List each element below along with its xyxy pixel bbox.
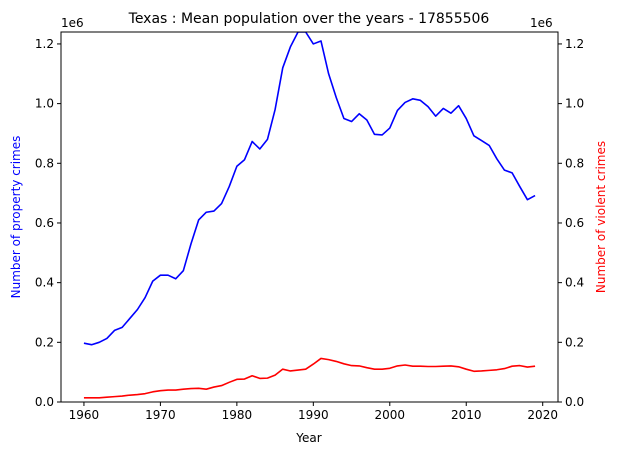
- right-y-tick-label: 0.0: [565, 395, 584, 409]
- left-y-axis-label: Number of property crimes: [9, 136, 23, 299]
- plot-frame: [60, 31, 559, 403]
- right-y-tick-label: 0.2: [565, 335, 584, 349]
- right-y-tick-label: 0.6: [565, 216, 584, 230]
- plot-area: 1960 1970 1980 1990 2000 2010 2020 0.0 0.0 0.2 0.2…: [35, 31, 584, 422]
- x-axis-label: Year: [295, 431, 321, 445]
- property-crimes-line: [83, 32, 536, 346]
- left-y-tick-label: 0.8: [35, 156, 54, 170]
- x-tick-label: 2000: [375, 408, 406, 422]
- x-tick-label: 1990: [298, 408, 329, 422]
- left-y-tick-label: 0.4: [35, 276, 54, 290]
- x-tick-label: 2010: [451, 408, 482, 422]
- left-y-tick-label: 0.6: [35, 216, 54, 230]
- right-offset-text: 1e6: [530, 16, 553, 30]
- x-tick-label: 1960: [69, 408, 100, 422]
- left-y-tick-label: 0.0: [35, 395, 54, 409]
- x-tick-label: 1980: [222, 408, 253, 422]
- x-tick-label: 2020: [527, 408, 558, 422]
- right-y-tick-label: 0.4: [565, 276, 584, 290]
- left-y-tick-label: 0.2: [35, 335, 54, 349]
- chart-title: Texas : Mean population over the years -…: [128, 11, 490, 27]
- violent-crimes-line: [83, 357, 536, 399]
- right-y-tick-label: 1.2: [565, 37, 584, 51]
- left-y-tick-label: 1.0: [35, 97, 54, 111]
- right-y-tick-label: 0.8: [565, 156, 584, 170]
- right-y-axis-label: Number of violent crimes: [594, 141, 608, 293]
- left-offset-text: 1e6: [61, 16, 84, 30]
- left-y-tick-label: 1.2: [35, 37, 54, 51]
- right-y-tick-label: 1.0: [565, 97, 584, 111]
- x-tick-label: 1970: [145, 408, 176, 422]
